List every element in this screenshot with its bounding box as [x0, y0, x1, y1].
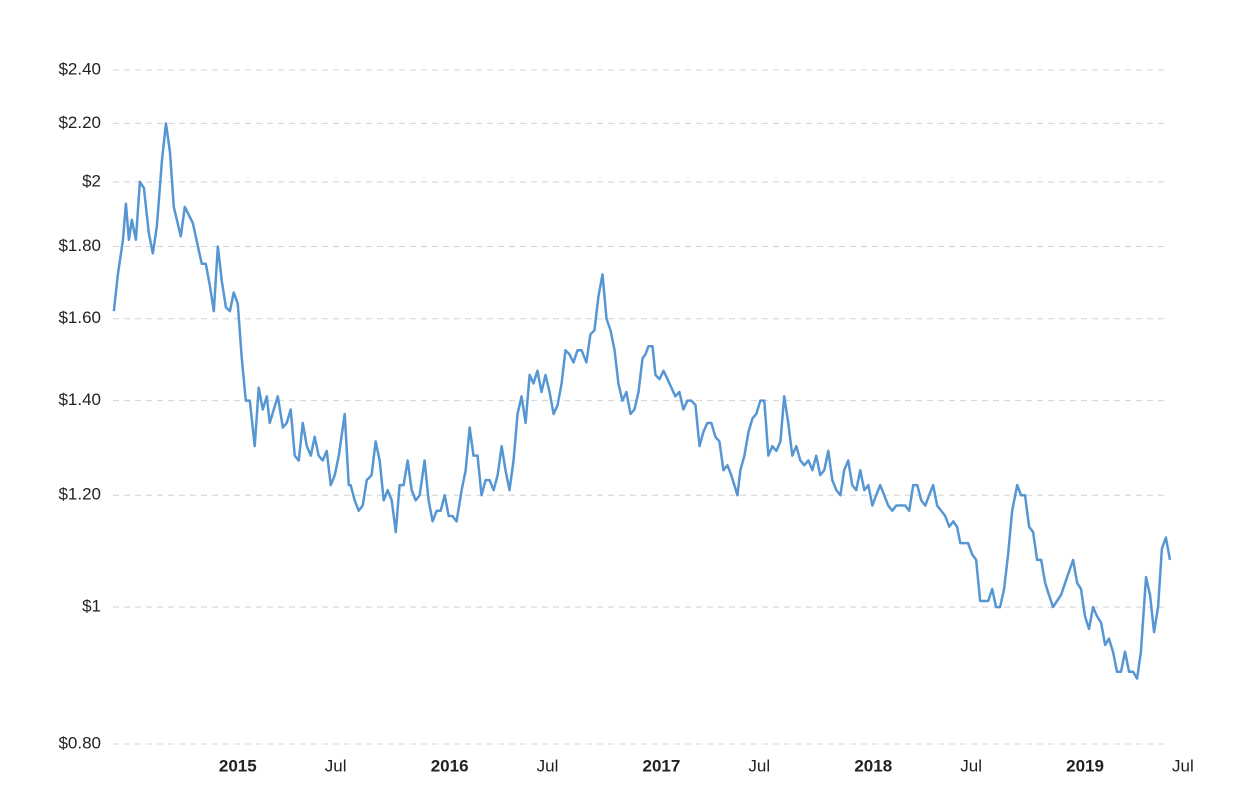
x-tick-label: 2019: [1066, 756, 1104, 775]
x-tick-label: 2018: [854, 756, 892, 775]
x-tick-label: 2017: [643, 756, 681, 775]
x-tick-label: Jul: [960, 756, 982, 775]
y-tick-label: $1.60: [58, 308, 101, 327]
y-tick-label: $0.80: [58, 733, 101, 752]
y-tick-label: $1.40: [58, 390, 101, 409]
x-tick-label: Jul: [1172, 756, 1194, 775]
y-tick-label: $1: [82, 597, 101, 616]
y-tick-label: $1.80: [58, 236, 101, 255]
x-tick-label: 2016: [431, 756, 469, 775]
y-tick-label: $2.40: [58, 59, 101, 78]
x-tick-label: Jul: [537, 756, 559, 775]
y-tick-label: $1.20: [58, 485, 101, 504]
y-tick-label: $2.20: [58, 113, 101, 132]
x-tick-label: Jul: [748, 756, 770, 775]
x-tick-label: 2015: [219, 756, 257, 775]
x-tick-label: Jul: [325, 756, 347, 775]
y-tick-label: $2: [82, 171, 101, 190]
price-line: [112, 122, 1172, 680]
